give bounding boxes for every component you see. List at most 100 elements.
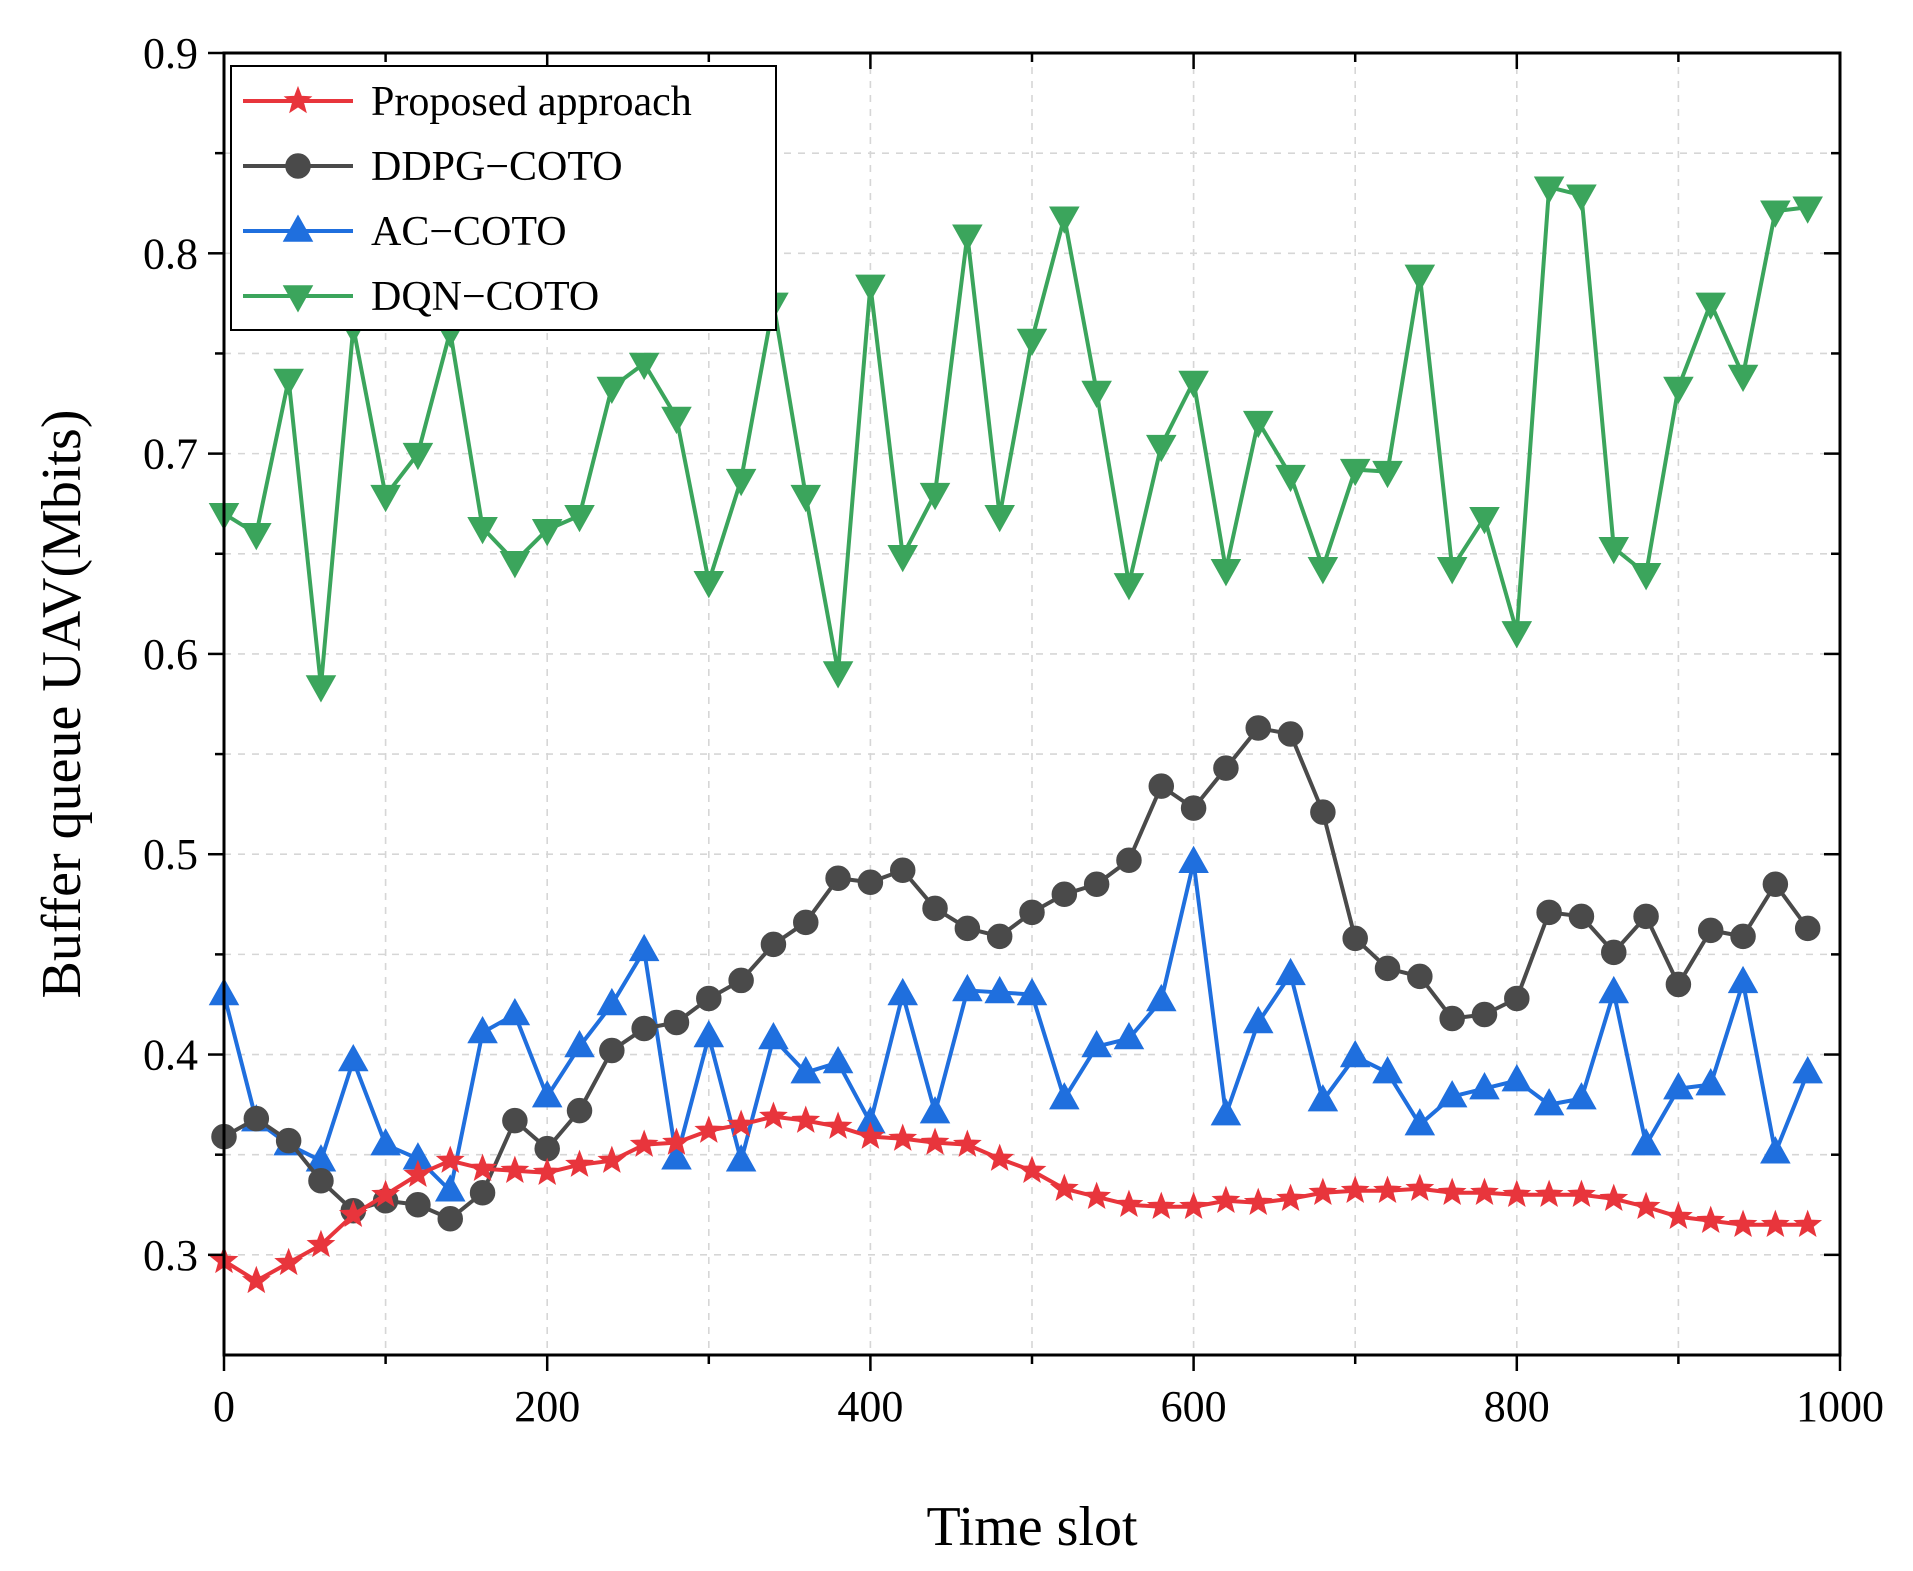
data-point-ac-coto [370, 1128, 401, 1156]
legend-marker [282, 214, 314, 242]
data-point-ddpg-coto [1471, 1001, 1498, 1028]
legend-label: DQN−COTO [371, 274, 599, 320]
data-point-dqn-coto [1663, 376, 1694, 405]
data-point-ac-coto [1436, 1080, 1468, 1108]
data-point-dqn-coto [661, 406, 692, 435]
data-point-proposed-approach [1146, 1191, 1176, 1220]
data-point-dqn-coto [725, 468, 757, 497]
data-point-ddpg-coto [1116, 847, 1142, 873]
data-point-ac-coto [693, 1019, 725, 1048]
data-point-proposed-approach [694, 1115, 724, 1143]
y-tick-label: 0.3 [143, 1231, 198, 1280]
data-point-proposed-approach [1728, 1209, 1758, 1238]
data-point-dqn-coto [1469, 506, 1500, 535]
data-point-dqn-coto [305, 675, 337, 703]
data-point-dqn-coto [1081, 380, 1112, 409]
data-point-ac-coto [822, 1046, 854, 1074]
data-point-ddpg-coto [793, 909, 819, 936]
data-point-dqn-coto [1178, 370, 1209, 399]
data-point-ac-coto [887, 977, 918, 1006]
data-point-ac-coto [1081, 1029, 1112, 1058]
x-tick-label: 1000 [1796, 1382, 1884, 1431]
data-point-ddpg-coto [663, 1009, 690, 1036]
data-point-proposed-approach [371, 1179, 400, 1207]
data-point-ddpg-coto [696, 985, 722, 1012]
data-point-ac-coto [564, 1029, 595, 1058]
data-point-proposed-approach [888, 1123, 918, 1151]
data-point-ddpg-coto [1019, 899, 1045, 926]
data-point-proposed-approach [759, 1101, 788, 1129]
data-point-ac-coto [1533, 1088, 1565, 1116]
data-point-ac-coto [1049, 1082, 1080, 1110]
data-point-dqn-coto [370, 484, 401, 513]
data-point-ddpg-coto [1213, 755, 1239, 781]
data-point-ddpg-coto [1762, 871, 1789, 898]
series-ac-coto [208, 845, 1823, 1202]
data-point-ddpg-coto [599, 1037, 625, 1064]
grid [224, 53, 1840, 1355]
data-point-ac-coto [1469, 1072, 1500, 1100]
data-point-ac-coto [725, 1144, 757, 1172]
data-point-ddpg-coto [954, 915, 981, 942]
data-point-proposed-approach [1696, 1205, 1726, 1234]
data-point-ddpg-coto [1439, 1005, 1465, 1032]
legend-marker [283, 85, 313, 114]
data-point-ddpg-coto [1536, 899, 1562, 926]
data-point-dqn-coto [1566, 184, 1597, 212]
data-point-dqn-coto [1210, 559, 1242, 587]
data-point-proposed-approach [1599, 1183, 1629, 1211]
data-point-ddpg-coto [1407, 963, 1433, 990]
data-point-dqn-coto [628, 352, 660, 381]
x-tick-label: 600 [1161, 1382, 1227, 1431]
data-point-proposed-approach [1664, 1201, 1693, 1230]
data-point-proposed-approach [565, 1149, 594, 1177]
data-point-ac-coto [1792, 1056, 1823, 1084]
data-point-ac-coto [1404, 1108, 1436, 1136]
data-point-dqn-coto [1275, 464, 1306, 493]
data-point-dqn-coto [1598, 537, 1630, 565]
data-point-dqn-coto [984, 504, 1015, 533]
data-point-proposed-approach [1049, 1173, 1079, 1201]
data-point-ac-coto [1275, 957, 1306, 986]
data-point-ac-coto [952, 973, 983, 1002]
y-tick-label: 0.8 [143, 229, 198, 278]
y-tick-label: 0.4 [143, 1031, 198, 1080]
data-point-proposed-approach [1211, 1185, 1241, 1213]
y-tick-label: 0.6 [143, 630, 198, 679]
data-point-dqn-coto [1146, 434, 1177, 463]
data-point-proposed-approach [1308, 1177, 1338, 1205]
data-point-proposed-approach [1179, 1191, 1208, 1220]
data-point-ddpg-coto [502, 1107, 528, 1134]
data-point-proposed-approach [791, 1105, 821, 1133]
x-tick-label: 0 [213, 1382, 235, 1431]
data-point-ac-coto [531, 1080, 563, 1108]
data-point-proposed-approach [1405, 1173, 1435, 1201]
data-point-proposed-approach [1114, 1189, 1144, 1218]
data-point-ddpg-coto [566, 1097, 593, 1124]
data-point-ac-coto [628, 933, 660, 962]
data-point-ac-coto [1016, 977, 1048, 1006]
data-point-dqn-coto [1049, 206, 1080, 234]
data-point-ddpg-coto [1794, 915, 1821, 942]
data-point-dqn-coto [531, 518, 563, 547]
data-point-ddpg-coto [825, 865, 851, 892]
axis-ticks [208, 51, 1842, 1371]
data-point-ac-coto [1242, 1005, 1274, 1034]
data-point-proposed-approach [468, 1153, 497, 1181]
data-point-ddpg-coto [1342, 925, 1368, 952]
data-point-proposed-approach [823, 1111, 853, 1139]
data-point-proposed-approach [1276, 1183, 1305, 1211]
data-point-proposed-approach [920, 1127, 950, 1155]
data-point-ddpg-coto [534, 1135, 560, 1162]
data-point-ddpg-coto [728, 967, 754, 994]
data-point-proposed-approach [726, 1109, 756, 1137]
data-point-ac-coto [1210, 1098, 1242, 1126]
data-point-ac-coto [1663, 1072, 1694, 1100]
data-point-dqn-coto [1242, 410, 1274, 439]
data-point-dqn-coto [1016, 328, 1048, 356]
data-point-proposed-approach [1082, 1181, 1112, 1209]
data-point-ac-coto [1146, 983, 1177, 1012]
data-point-proposed-approach [1470, 1177, 1499, 1205]
data-point-ddpg-coto [405, 1192, 431, 1218]
data-point-proposed-approach [1631, 1191, 1661, 1220]
